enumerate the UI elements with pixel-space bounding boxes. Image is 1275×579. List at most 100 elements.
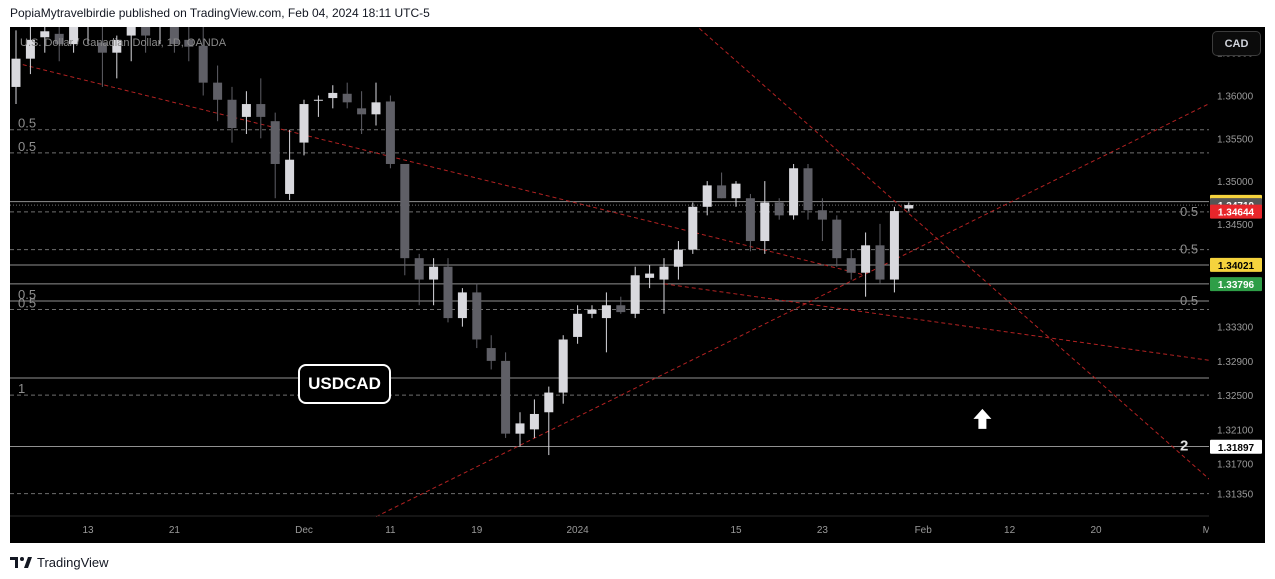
price-axis[interactable]: 1.365001.360001.355001.350001.345001.340…: [1209, 27, 1265, 543]
candle-body-8: [126, 27, 136, 36]
candle-body-46: [673, 249, 683, 267]
candle-body-7: [112, 39, 122, 53]
candle-body-27: [400, 163, 410, 259]
candle-33: [486, 335, 496, 370]
candle-body-17: [256, 104, 266, 117]
price-badge-5: [1210, 439, 1262, 454]
candle-37: [544, 386, 554, 456]
candle-30: [443, 258, 453, 323]
trendline-2[interactable]: [678, 27, 1209, 494]
candle-body-62: [904, 205, 914, 209]
price-tick-label-1: 1.36000: [1217, 91, 1254, 102]
candle-42: [616, 296, 626, 314]
candle-body-40: [587, 309, 597, 314]
candle-0: [11, 30, 21, 105]
candle-46: [673, 241, 683, 280]
candle-body-41: [601, 305, 611, 319]
candle-25: [371, 82, 381, 126]
price-tick-label-6: 1.33300: [1217, 323, 1254, 334]
time-tick-label-4: 19: [471, 525, 483, 536]
candle-body-50: [731, 183, 741, 199]
candle-body-30: [443, 266, 453, 319]
price-tick-label-8: 1.32500: [1217, 391, 1254, 402]
candle-2: [40, 27, 50, 53]
candle-1: [25, 27, 35, 75]
candle-body-48: [702, 185, 712, 207]
currency-button[interactable]: CAD: [1212, 31, 1261, 56]
candle-4: [69, 27, 79, 53]
time-axis: 13 21 Dec 11 19 2024 15 23 Feb 12 20 Mar: [10, 515, 1209, 536]
trendlines: [15, 27, 1209, 518]
candle-body-29: [429, 266, 439, 280]
time-tick-label-1: 21: [169, 525, 181, 536]
tradingview-logo-icon: [10, 557, 32, 568]
chart-area[interactable]: 0.5 0.5 0.5 0.5 0.5 0.5 0.5 1 2 13 21 Dec 11 19 2024 1…: [10, 27, 1209, 543]
price-tick-label-9: 1.32100: [1217, 425, 1254, 436]
time-tick-label-11: Mar: [1203, 525, 1209, 536]
candle-body-58: [846, 258, 856, 273]
time-tick-label-9: 12: [1004, 525, 1016, 536]
candle-50: [731, 181, 741, 207]
trendline-1[interactable]: [375, 95, 1209, 518]
candle-body-24: [357, 108, 367, 115]
publisher-header: PopiaMytravelbirdie published on Trading…: [10, 6, 430, 20]
candle-body-59: [861, 245, 871, 273]
time-tick-label-6: 15: [730, 525, 742, 536]
level-right-label-12: 2: [1180, 438, 1188, 455]
candle-57: [832, 215, 842, 267]
level-right-label-4: 0.5: [1180, 204, 1198, 219]
candle-body-43: [630, 275, 640, 314]
candle-body-44: [645, 273, 655, 278]
symbol-title: U.S. Dollar / Canadian Dollar, 1D, OANDA: [20, 37, 227, 49]
candle-body-45: [659, 266, 669, 280]
price-tick-label-7: 1.32900: [1217, 357, 1254, 368]
candle-body-31: [457, 292, 467, 319]
candle-43: [630, 266, 640, 319]
candlestick-chart[interactable]: 0.50.50.50.50.5 0.50.512 13 21 Dec 11 19 2024 1…: [10, 27, 1209, 543]
trendline-0[interactable]: [15, 62, 866, 276]
candle-39: [573, 305, 583, 344]
price-badge-label-3: 1.34021: [1218, 261, 1255, 272]
candle-58: [846, 249, 856, 280]
candle-body-14: [213, 82, 223, 100]
time-tick-label-0: 13: [82, 525, 94, 536]
price-tick-label-2: 1.35500: [1217, 134, 1254, 145]
candle-27: [400, 163, 410, 276]
candle-62: [904, 202, 914, 212]
candle-24: [357, 91, 367, 135]
candle-body-53: [774, 202, 784, 216]
candle-body-42: [616, 305, 626, 313]
candle-48: [702, 181, 712, 216]
candle-body-20: [299, 104, 309, 143]
trendline-3[interactable]: [663, 283, 1209, 363]
candle-body-0: [11, 58, 21, 87]
candle-body-2: [40, 31, 50, 38]
candle-51: [745, 193, 755, 252]
candle-body-60: [875, 245, 885, 280]
candles: [11, 27, 914, 456]
candle-body-9: [141, 27, 151, 36]
candle-21: [313, 95, 323, 117]
candle-10: [159, 27, 161, 45]
candle-body-25: [371, 102, 381, 115]
candle-28: [414, 253, 424, 306]
candle-body-33: [486, 348, 496, 361]
candle-8: [126, 27, 136, 62]
candle-body-32: [472, 292, 482, 340]
time-tick-label-3: 11: [385, 525, 396, 536]
candle-body-47: [688, 206, 698, 250]
candle-20: [299, 99, 309, 156]
candle-body-35: [515, 423, 525, 434]
candle-body-18: [270, 121, 280, 164]
candle-body-19: [285, 159, 295, 194]
candle-18: [270, 112, 280, 199]
candle-body-37: [544, 392, 554, 413]
candle-41: [601, 292, 611, 353]
price-tick-label-11: 1.31350: [1217, 490, 1254, 501]
candle-body-57: [832, 219, 842, 259]
candle-body-51: [745, 198, 755, 242]
candle-body-39: [573, 313, 583, 337]
candle-body-36: [529, 413, 539, 430]
candle-38: [558, 335, 568, 404]
candle-body-15: [227, 99, 237, 129]
